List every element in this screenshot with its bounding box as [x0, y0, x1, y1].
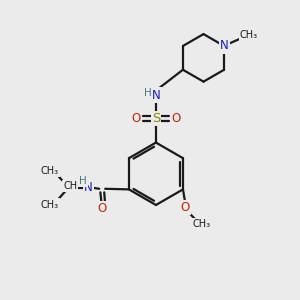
- Text: CH: CH: [63, 181, 77, 191]
- Text: CH₃: CH₃: [193, 220, 211, 230]
- Text: S: S: [152, 112, 160, 125]
- Text: CH₃: CH₃: [41, 166, 59, 176]
- Text: O: O: [131, 112, 141, 125]
- Text: CH₃: CH₃: [240, 30, 258, 40]
- Text: H: H: [79, 176, 87, 186]
- Text: O: O: [97, 202, 106, 215]
- Text: H: H: [144, 88, 152, 98]
- Text: N: N: [220, 40, 229, 52]
- Text: N: N: [152, 88, 161, 101]
- Text: O: O: [171, 112, 181, 125]
- Text: N: N: [84, 181, 93, 194]
- Text: O: O: [181, 201, 190, 214]
- Text: CH₃: CH₃: [41, 200, 59, 209]
